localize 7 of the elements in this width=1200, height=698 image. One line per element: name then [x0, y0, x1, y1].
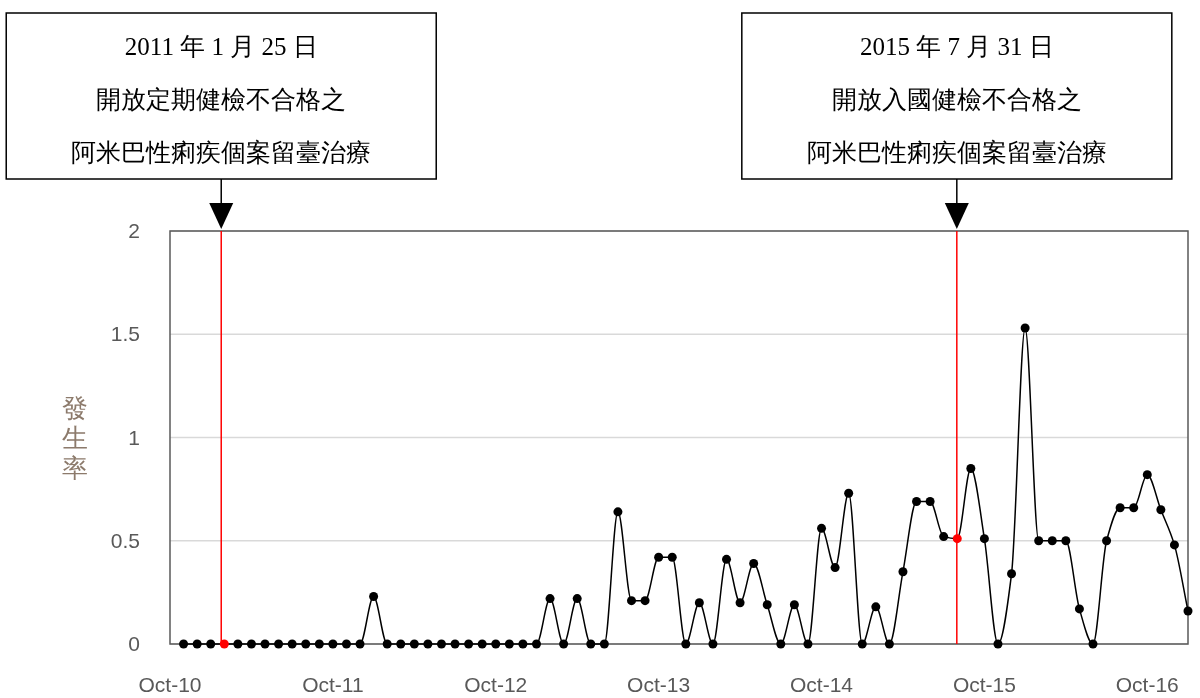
ylabel: 發生率 [62, 392, 88, 483]
annotation: 開放入國健檢不合格之 [831, 86, 1082, 113]
annotation: 開放定期健檢不合格之 [96, 86, 347, 113]
annotation: 阿米巴性痢疾個案留臺治療 [71, 139, 372, 166]
annotation: 2011 年 1 月 25 日 [124, 33, 318, 60]
annotation: 阿米巴性痢疾個案留臺治療 [806, 139, 1107, 166]
annotation: 2015 年 7 月 31 日 [859, 33, 1054, 60]
